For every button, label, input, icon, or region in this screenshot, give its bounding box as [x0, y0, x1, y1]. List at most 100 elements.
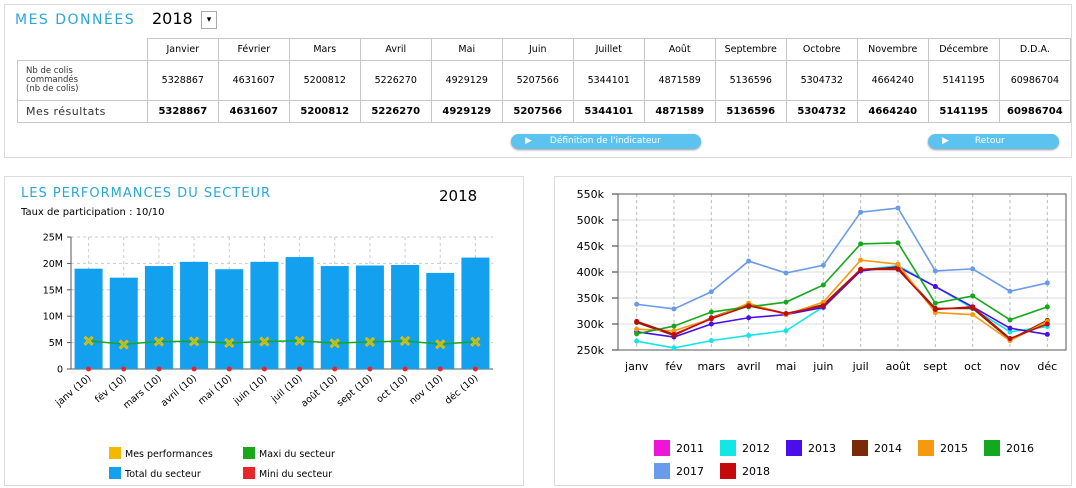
point	[783, 299, 789, 305]
point	[895, 261, 901, 267]
x-tick-label: juin	[812, 360, 833, 373]
cell: 5141195	[927, 60, 1000, 101]
x-tick-label: oct (10)	[374, 373, 410, 405]
point	[1007, 336, 1013, 342]
marker-core	[401, 337, 409, 345]
marker-core	[260, 338, 268, 345]
y-tick-label: 250k	[577, 344, 605, 357]
x-tick-label: mars (10)	[121, 373, 164, 411]
point	[708, 338, 714, 344]
x-tick-label: janv	[624, 360, 649, 373]
column-header: D.D.A.	[998, 38, 1072, 61]
cell: 5200812	[288, 60, 361, 101]
legend-swatch	[243, 467, 255, 479]
point	[858, 266, 864, 272]
cell: 5141195	[927, 100, 1000, 123]
legend-label: 2018	[742, 465, 770, 478]
point	[708, 316, 714, 322]
column-header: Mars	[288, 38, 361, 61]
marker-core	[296, 337, 304, 345]
cell: 5136596	[714, 100, 787, 123]
point	[671, 306, 677, 312]
play-icon: ▶	[942, 136, 949, 146]
select-arrow[interactable]: ▾	[201, 11, 217, 29]
cell: 4664240	[856, 60, 929, 101]
x-tick-label: nov	[1000, 360, 1021, 373]
x-tick-label: avril	[737, 360, 761, 373]
bar	[391, 264, 420, 369]
cell: 4871589	[643, 60, 716, 101]
y-tick-label: 0	[57, 365, 63, 376]
cell: 5304732	[785, 60, 858, 101]
min-point	[226, 366, 232, 372]
series-line	[636, 207, 1048, 310]
marker-core	[120, 341, 128, 348]
button-label: Définition de l'indicateur	[549, 136, 661, 146]
bar	[426, 272, 455, 369]
point	[634, 318, 640, 324]
bar	[109, 277, 138, 369]
year-select[interactable]: 2018	[152, 9, 193, 28]
cell: 5344101	[572, 60, 645, 101]
column-header: Juin	[501, 38, 574, 61]
legend-swatch	[984, 440, 1000, 456]
cell: 5328867	[146, 100, 219, 123]
point	[820, 303, 826, 309]
bar	[461, 257, 490, 369]
x-tick-label: fév	[665, 360, 683, 373]
series-line	[636, 264, 1048, 349]
marker-core	[225, 339, 233, 347]
point	[671, 331, 677, 337]
point	[895, 240, 901, 246]
chart-title: LES PERFORMANCES DU SECTEUR	[21, 186, 271, 201]
data-table: Janvier Février Mars Avril Mai Juin Juillet Aoû…	[17, 38, 1072, 123]
panel-title: MES DONNÉES	[15, 12, 136, 28]
legend-label: 2012	[742, 442, 770, 455]
marker-core	[366, 338, 374, 346]
point	[820, 262, 826, 268]
legend-swatch	[109, 447, 121, 459]
column-header: Mai	[430, 38, 503, 61]
point	[820, 282, 826, 288]
bar	[250, 261, 279, 369]
y-tick-label: 20M	[43, 259, 63, 270]
x-tick-label: nov (10)	[407, 373, 445, 407]
point	[1044, 280, 1050, 286]
cell: 5207566	[501, 100, 574, 123]
definition-button[interactable]: ▶ Définition de l'indicateur	[511, 134, 701, 149]
max-line	[88, 340, 476, 345]
point	[1044, 321, 1050, 327]
x-tick-label: mai	[776, 360, 797, 373]
point	[671, 345, 677, 351]
legend-label: 2011	[676, 442, 704, 455]
marker-core	[436, 340, 444, 348]
point	[895, 266, 901, 272]
marker-core	[471, 338, 479, 346]
x-tick-label: mars	[697, 360, 725, 373]
column-header: Décembre	[927, 38, 1000, 61]
series-line	[636, 242, 1048, 335]
cell: 4631607	[217, 100, 290, 123]
cell: 5328867	[146, 60, 219, 101]
marker-core	[190, 337, 198, 345]
legend-swatch	[852, 440, 868, 456]
point	[708, 321, 714, 327]
data-panel: MES DONNÉES 2018 ▾ Janvier Février Mars Avr…	[4, 4, 1072, 158]
back-button[interactable]: ▶ Retour	[928, 134, 1059, 149]
point	[671, 328, 677, 334]
point	[1007, 288, 1013, 294]
column-header: Septembre	[714, 38, 787, 61]
cell: 4664240	[856, 100, 929, 123]
point	[858, 257, 864, 263]
bar	[215, 269, 244, 369]
min-point	[156, 366, 162, 372]
chart-subtitle: Taux de participation : 10/10	[20, 207, 164, 218]
x-tick-label: août	[886, 360, 911, 373]
legend-label: Mini du secteur	[259, 469, 332, 480]
min-point	[437, 366, 443, 372]
point	[1044, 304, 1050, 310]
x-tick-label: déc (10)	[443, 373, 480, 407]
min-point	[402, 366, 408, 372]
column-header: Janvier	[146, 38, 219, 61]
series-line	[636, 265, 1048, 338]
